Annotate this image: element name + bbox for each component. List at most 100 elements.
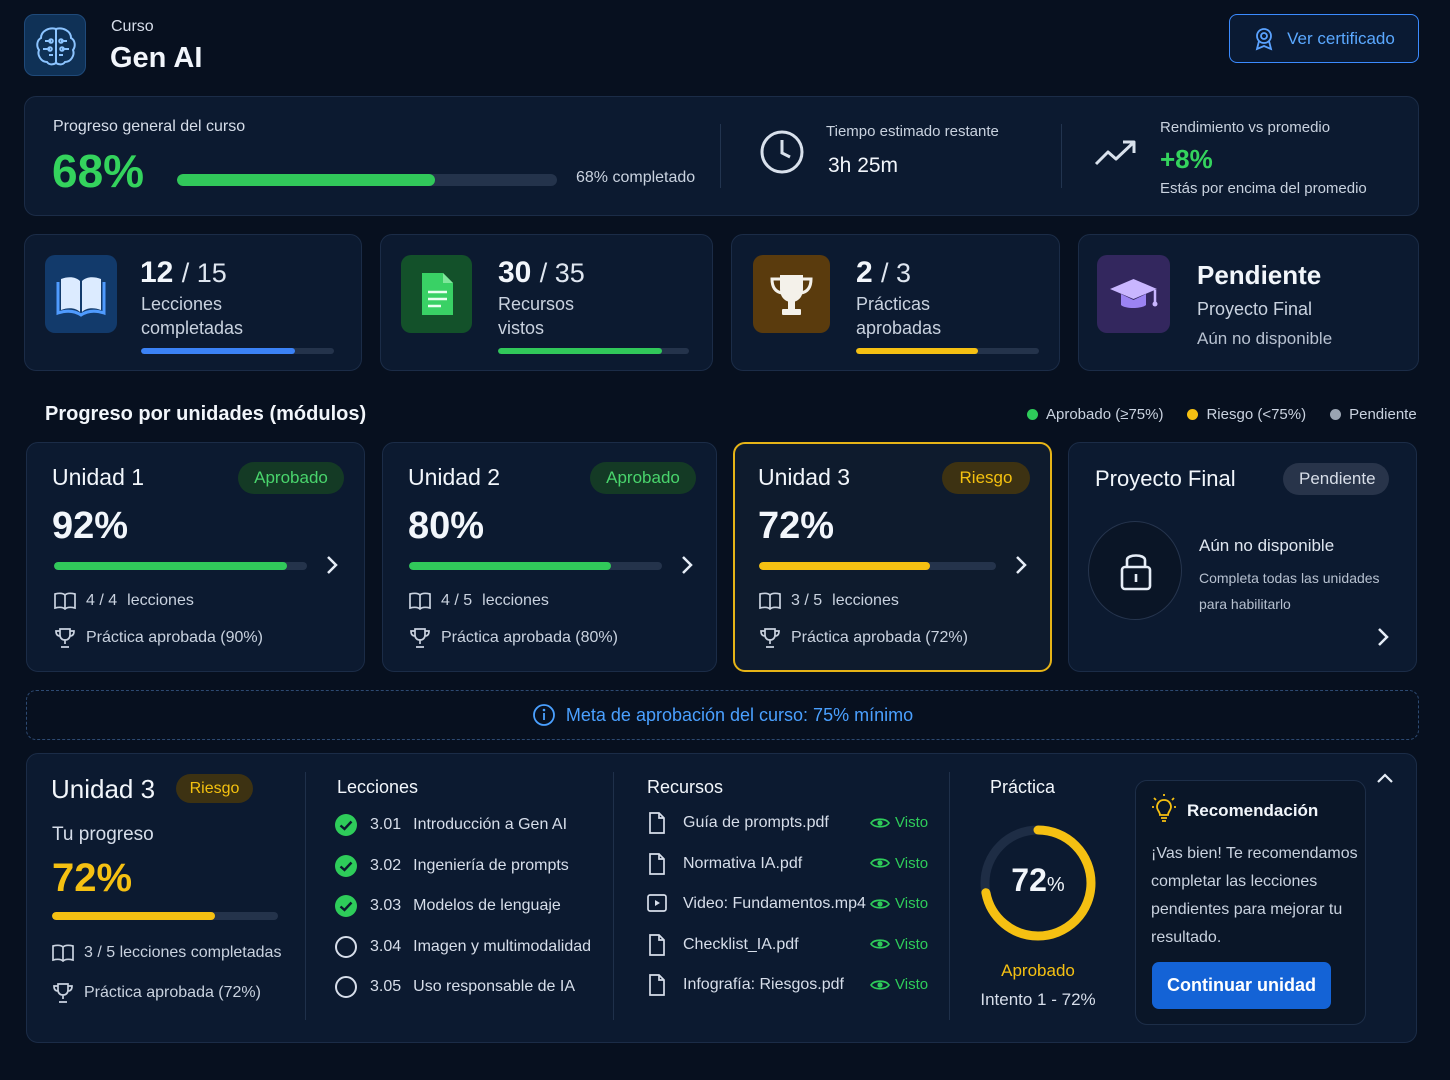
file-icon bbox=[649, 812, 665, 834]
file-icon bbox=[649, 974, 665, 996]
final-project-name: Proyecto Final bbox=[1095, 466, 1236, 491]
practice-title: Práctica bbox=[990, 777, 1056, 797]
lesson-name: Ingeniería de prompts bbox=[413, 856, 569, 874]
divider bbox=[949, 772, 950, 1020]
stat-lessons-line2: completadas bbox=[141, 318, 244, 338]
stat-lessons-progress bbox=[141, 348, 334, 354]
performance-note: Estás por encima del promedio bbox=[1160, 180, 1367, 197]
resource-item[interactable]: Guía de prompts.pdf Visto bbox=[646, 811, 936, 837]
detail-progress-label: Tu progreso bbox=[52, 824, 154, 845]
award-icon bbox=[1255, 27, 1273, 51]
status-badge: Riesgo bbox=[176, 774, 253, 803]
unit-percent: 80% bbox=[408, 505, 485, 547]
chevron-right-icon[interactable] bbox=[324, 554, 340, 576]
unit-name: Unidad 1 bbox=[52, 464, 145, 490]
header-subtitle: Curso bbox=[111, 18, 154, 35]
chevron-right-icon[interactable] bbox=[1013, 554, 1029, 576]
lesson-number: 3.05 bbox=[370, 978, 402, 995]
stat-resources-line2: vistos bbox=[498, 318, 545, 338]
divider bbox=[305, 772, 306, 1020]
stat-lessons-count: 12 / 15 bbox=[140, 256, 227, 290]
trophy-icon bbox=[55, 628, 75, 648]
eye-icon bbox=[870, 898, 890, 909]
goal-banner: Meta de aprobación del curso: 75% mínimo bbox=[26, 690, 1419, 740]
clock-icon bbox=[760, 130, 804, 174]
resource-name: Checklist_IA.pdf bbox=[683, 935, 799, 953]
goal-banner-text: Meta de aprobación del curso: 75% mínimo bbox=[565, 704, 914, 725]
stat-resources-total: / 35 bbox=[539, 258, 585, 288]
chevron-up-icon[interactable] bbox=[1375, 770, 1395, 786]
practice-score-value: 72 bbox=[1011, 862, 1047, 898]
overview-card bbox=[24, 96, 1419, 216]
lesson-item[interactable]: 3.03 Modelos de lenguaje bbox=[334, 894, 561, 918]
legend-risk: Riesgo (<75%) bbox=[1187, 406, 1306, 423]
stat-resources-count: 30 / 35 bbox=[498, 256, 585, 290]
stat-resources-line1: Recursos bbox=[498, 294, 575, 314]
stat-icon-box bbox=[45, 255, 117, 333]
performance-value: +8% bbox=[1160, 144, 1213, 174]
resource-item[interactable]: Checklist_IA.pdf Visto bbox=[646, 933, 936, 959]
lesson-item[interactable]: 3.04 Imagen y multimodalidad bbox=[334, 935, 591, 959]
stat-final-line1: Proyecto Final bbox=[1197, 299, 1313, 319]
overview-progress-bar bbox=[177, 174, 557, 186]
stat-practices-done: 2 bbox=[856, 256, 873, 289]
lesson-number: 3.02 bbox=[370, 856, 402, 874]
practice-score: 72% bbox=[977, 862, 1099, 899]
chevron-right-icon[interactable] bbox=[679, 554, 695, 576]
final-project-line3: para habilitarlo bbox=[1199, 596, 1291, 612]
file-icon bbox=[649, 852, 665, 875]
resource-status: Visto bbox=[870, 855, 928, 872]
unit-practice: Práctica aprobada (72%) bbox=[759, 627, 968, 649]
resource-status: Visto bbox=[870, 895, 928, 912]
overview-percent: 68% bbox=[52, 145, 145, 197]
detail-unit-name: Unidad 3 bbox=[51, 774, 156, 804]
lesson-item[interactable]: 3.05 Uso responsable de IA bbox=[334, 975, 575, 999]
unit-practice: Práctica aprobada (80%) bbox=[409, 627, 618, 649]
document-icon bbox=[422, 273, 453, 315]
brain-icon bbox=[36, 27, 76, 66]
certificate-button-label: Ver certificado bbox=[1287, 28, 1395, 48]
stat-final-title: Pendiente bbox=[1197, 260, 1322, 290]
lesson-item[interactable]: 3.02 Ingeniería de prompts bbox=[334, 854, 569, 878]
resource-status: Visto bbox=[870, 936, 928, 953]
lesson-item[interactable]: 3.01 Introducción a Gen AI bbox=[334, 813, 567, 837]
lesson-number: 3.03 bbox=[370, 897, 402, 914]
lesson-name: Imagen y multimodalidad bbox=[413, 937, 592, 955]
resource-item[interactable]: Infografía: Riesgos.pdf Visto bbox=[646, 973, 936, 999]
eye-icon bbox=[870, 858, 890, 868]
legend-approved: Aprobado (≥75%) bbox=[1027, 406, 1163, 423]
time-value: 3h 25m bbox=[828, 154, 899, 177]
resource-item[interactable]: Video: Fundamentos.mp4 Visto bbox=[646, 892, 936, 918]
book-open-icon bbox=[759, 592, 781, 610]
status-badge: Aprobado bbox=[238, 462, 344, 494]
eye-icon bbox=[870, 939, 890, 949]
practice-gauge bbox=[980, 825, 1096, 941]
stat-lessons-done: 12 bbox=[140, 256, 174, 289]
resource-name: Video: Fundamentos.mp4 bbox=[683, 895, 866, 912]
detail-lessons-summary: 3 / 5 lecciones completadas bbox=[52, 944, 281, 962]
detail-practice-summary: Práctica aprobada (72%) bbox=[52, 982, 261, 1004]
unit-percent: 72% bbox=[758, 505, 835, 547]
check-circle-icon bbox=[335, 895, 357, 917]
unit-percent: 92% bbox=[52, 505, 129, 547]
final-project-line2: Completa todas las unidades bbox=[1199, 570, 1380, 586]
trophy-icon bbox=[760, 628, 780, 648]
stat-final-line2: Aún no disponible bbox=[1197, 329, 1333, 348]
resource-item[interactable]: Normativa IA.pdf Visto bbox=[646, 852, 936, 878]
graduation-cap-icon bbox=[1110, 279, 1158, 308]
check-circle-icon bbox=[335, 814, 357, 836]
eye-icon bbox=[870, 979, 890, 990]
detail-percent: 72% bbox=[52, 856, 133, 900]
course-logo bbox=[24, 14, 86, 76]
resource-name: Guía de prompts.pdf bbox=[683, 814, 829, 831]
chevron-right-icon[interactable] bbox=[1375, 626, 1391, 648]
trending-up-icon bbox=[1094, 140, 1136, 166]
lesson-name: Modelos de lenguaje bbox=[413, 897, 561, 914]
file-icon bbox=[649, 933, 665, 956]
empty-circle-icon bbox=[335, 935, 357, 958]
certificate-button[interactable]: Ver certificado bbox=[1229, 14, 1419, 63]
stat-practices-line1: Prácticas bbox=[856, 294, 931, 314]
resource-name: Infografía: Riesgos.pdf bbox=[683, 976, 844, 993]
continue-unit-button[interactable]: Continuar unidad bbox=[1152, 962, 1331, 1009]
unit-practice: Práctica aprobada (90%) bbox=[54, 627, 263, 649]
